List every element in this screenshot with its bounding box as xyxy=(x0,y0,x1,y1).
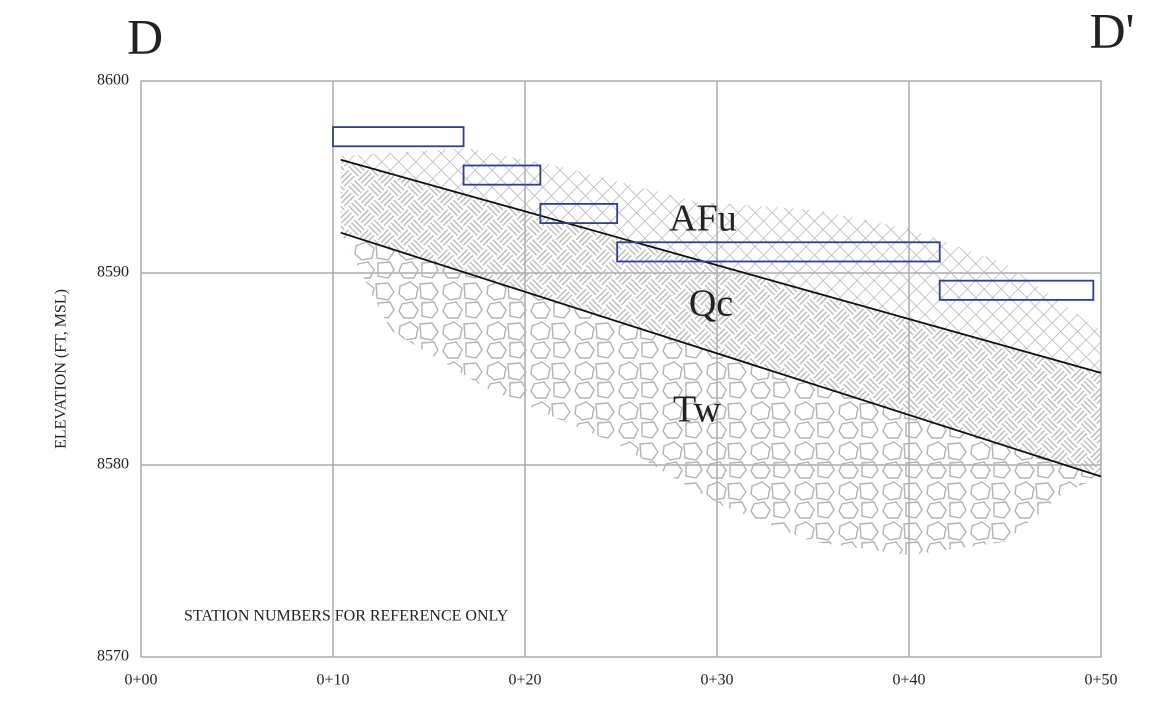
section-end-label: D' xyxy=(1089,2,1134,58)
x-tick-label: 0+50 xyxy=(1084,672,1117,689)
unit-area xyxy=(340,159,1101,477)
x-tick-label: 0+20 xyxy=(508,672,541,689)
sample-box xyxy=(938,279,1095,301)
x-tick-label: 0+10 xyxy=(316,672,349,689)
note: STATION NUMBERS FOR REFERENCE ONLY xyxy=(184,608,509,625)
y-tick-label: 8580 xyxy=(97,456,129,473)
y-tick-label: 8570 xyxy=(97,648,129,665)
x-tick-label: 0+40 xyxy=(892,672,925,689)
y-tick-label: 8600 xyxy=(97,72,129,89)
unit-area xyxy=(340,148,1101,373)
x-tick-label: 0+30 xyxy=(700,672,733,689)
unit-area xyxy=(340,232,1101,556)
sample-box xyxy=(462,164,542,186)
sample-box xyxy=(539,202,619,224)
contact-line xyxy=(340,231,1102,478)
unit-label: Qc xyxy=(689,283,733,325)
sample-box xyxy=(332,126,465,148)
unit-label: AFu xyxy=(669,198,737,240)
contact-line xyxy=(340,158,1102,374)
y-tick-label: 8590 xyxy=(97,264,129,281)
sample-box xyxy=(616,241,941,263)
x-tick-label: 0+00 xyxy=(124,672,157,689)
y-axis-label: ELEVATION (FT, MSL) xyxy=(53,289,70,449)
section-start-label: D xyxy=(127,8,163,64)
unit-label: Tw xyxy=(673,389,722,431)
